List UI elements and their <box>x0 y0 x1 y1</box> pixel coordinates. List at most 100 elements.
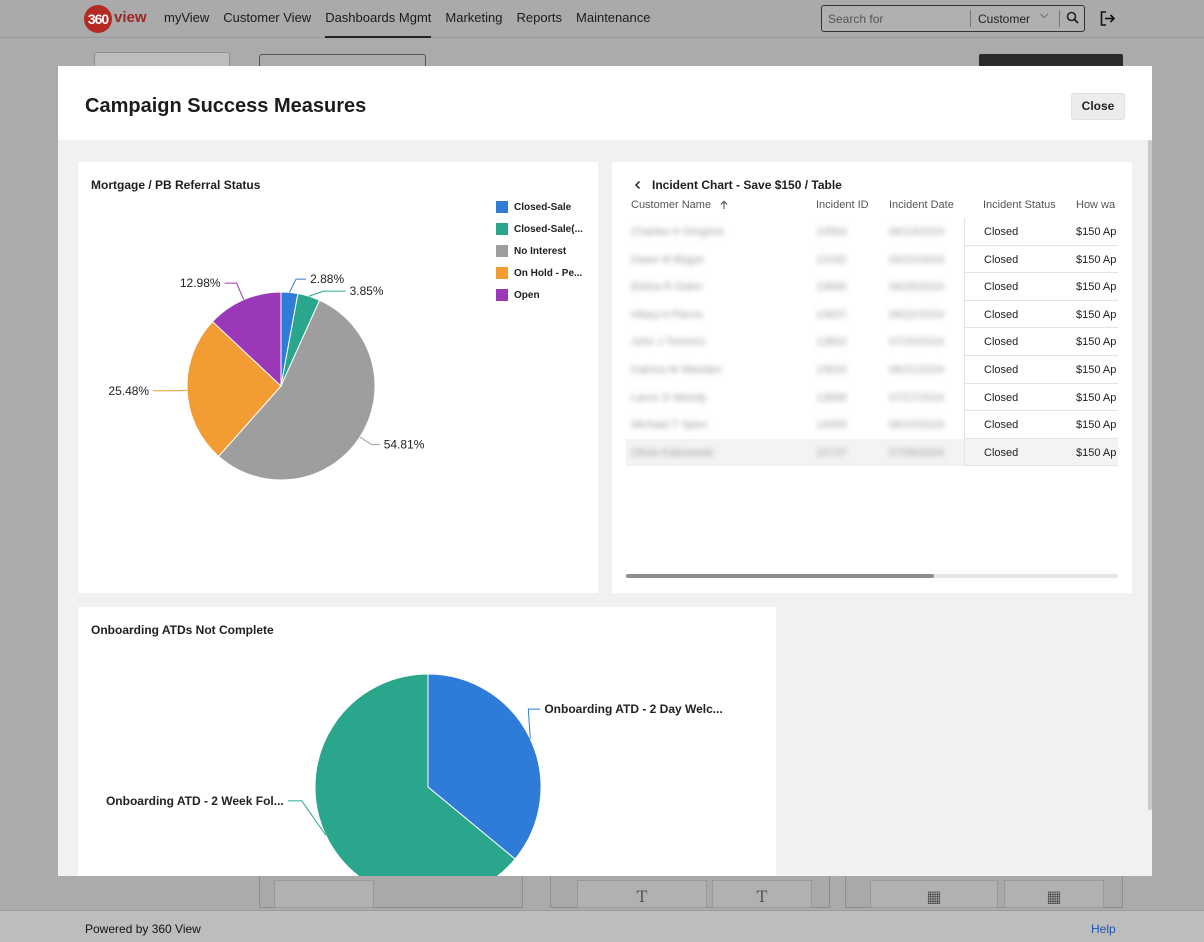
table-cell-date: 07/20/2024 <box>889 336 945 349</box>
legend-item[interactable]: Closed-Sale(... <box>496 218 583 240</box>
table-cell-date: 06/29/2024 <box>889 281 945 294</box>
slice-label: Onboarding ATD - 2 Day Welc... <box>544 702 722 716</box>
table-row[interactable]: Olivia Kalinowski 13737 07/06/2024 Closed $1… <box>626 438 1118 467</box>
close-button[interactable]: Close <box>1071 93 1125 120</box>
card-title: Onboarding ATDs Not Complete <box>91 623 274 637</box>
column-header[interactable]: Customer Name <box>631 199 729 211</box>
table-cell-how: $150 Ap <box>1076 336 1117 349</box>
sort-ascending-icon[interactable] <box>719 200 729 210</box>
global-search[interactable]: Search for Customer ⌵ <box>821 5 1085 32</box>
table-row[interactable]: Dawn M Bagot 13182 04/22/2024 Closed $150 Ap <box>626 245 1118 274</box>
pie-slice[interactable] <box>314 673 516 876</box>
column-divider <box>964 273 965 301</box>
row-divider <box>964 299 1118 301</box>
incident-table-card: Incident Chart - Save $150 / Table Custo… <box>612 162 1132 593</box>
table-cell-date: 06/21/2024 <box>889 363 945 376</box>
nav-item-customer-view[interactable]: Customer View <box>223 10 312 25</box>
search-input[interactable]: Search for <box>828 12 884 26</box>
table-row[interactable]: John J Tortorici 13802 07/20/2024 Closed $15… <box>626 328 1118 356</box>
row-divider <box>964 244 1118 246</box>
table-card-title[interactable]: Incident Chart - Save $150 / Table <box>633 178 842 192</box>
legend-item[interactable]: Closed-Sale <box>496 196 583 218</box>
column-divider <box>964 383 965 412</box>
table-cell-name: Elisha R Gahn <box>631 281 702 294</box>
table-cell-name: Katrina M Weeden <box>631 363 722 376</box>
table-title-text: Incident Chart - Save $150 / Table <box>652 178 842 192</box>
search-icon[interactable] <box>1065 10 1081 26</box>
nav-item-myview[interactable]: myView <box>164 10 210 25</box>
column-header[interactable]: Incident Date <box>889 199 954 211</box>
card-title: Mortgage / PB Referral Status <box>91 178 261 192</box>
row-divider <box>964 410 1118 412</box>
logo-badge: 360 <box>84 5 112 33</box>
table-cell-how: $150 Ap <box>1076 253 1117 266</box>
table-cell-status: Closed <box>984 226 1019 238</box>
table-cell-id: 13898 <box>816 391 847 404</box>
slice-label: Onboarding ATD - 2 Week Fol... <box>106 794 284 808</box>
app-logo[interactable]: 360 view <box>84 5 147 33</box>
column-header[interactable]: Incident ID <box>816 199 869 211</box>
table-row[interactable]: Elisha R Gahn 13690 06/29/2024 Closed $150 A… <box>626 273 1118 301</box>
scrollbar-thumb[interactable] <box>626 574 934 578</box>
table-row[interactable]: Michael T Spiro 14069 08/15/2024 Closed $150… <box>626 411 1118 439</box>
dashboard-preview-modal: Campaign Success Measures Close Mortgage… <box>58 66 1152 876</box>
table-cell-id: 13637 <box>816 308 847 321</box>
nav-item-marketing[interactable]: Marketing <box>445 10 503 25</box>
table-cell-date: 07/27/2024 <box>889 391 945 404</box>
table-header-row: Customer Name Incident ID Incident Date Inc… <box>626 194 1118 218</box>
column-header-label: Incident ID <box>816 199 869 211</box>
table-cell-how: $150 Ap <box>1076 226 1117 238</box>
legend-label: No Interest <box>514 245 567 257</box>
table-cell-status: Closed <box>984 336 1019 349</box>
back-chevron-icon[interactable] <box>633 180 643 190</box>
table-cell-id: 13690 <box>816 281 847 294</box>
legend-swatch <box>496 201 508 213</box>
incident-table-body: Customer Name Incident ID Incident Date Inc… <box>626 194 1118 467</box>
table-cell-name: Laron S Woody <box>631 391 707 404</box>
table-cell-id: 13737 <box>816 446 847 459</box>
pie-slice[interactable] <box>186 320 282 458</box>
chevron-down-icon[interactable]: ⌵ <box>1040 9 1049 21</box>
legend-item[interactable]: No Interest <box>496 240 583 262</box>
nav-item-maintenance[interactable]: Maintenance <box>576 10 651 25</box>
grid-widget-icon: ▦ <box>870 880 998 908</box>
table-cell-date: 06/22/2024 <box>889 308 945 321</box>
table-cell-name: Charles H Gingrich <box>631 226 724 238</box>
table-cell-id: 13182 <box>816 253 847 266</box>
column-header-label: Incident Date <box>889 199 954 211</box>
nav-item-reports[interactable]: Reports <box>516 10 563 25</box>
table-row[interactable]: Hilary A Pierce 13637 06/22/2024 Closed $150… <box>626 300 1118 329</box>
modal-scrollbar[interactable] <box>1148 140 1152 810</box>
pie-slice[interactable] <box>211 291 282 388</box>
search-divider <box>970 10 971 27</box>
legend-item[interactable]: Open <box>496 284 583 306</box>
legend-swatch <box>496 267 508 279</box>
column-divider <box>964 411 965 439</box>
top-navbar: 360 view myView Customer View Dashboards M… <box>0 0 1204 38</box>
logout-icon[interactable] <box>1099 10 1116 27</box>
table-row[interactable]: Charles H Gingrich 13564 06/13/2024 Closed $… <box>626 218 1118 246</box>
logo-word: view <box>114 9 147 26</box>
referral-status-card: Mortgage / PB Referral Status 2.88% 3.85%… <box>78 162 598 593</box>
grid-widget-icon: ▦ <box>1004 880 1104 908</box>
text-widget-icon: T <box>577 880 707 908</box>
search-scope-select[interactable]: Customer <box>978 12 1031 26</box>
column-header[interactable]: How wa <box>1076 199 1115 211</box>
table-cell-date: 07/06/2024 <box>889 446 945 459</box>
table-horizontal-scrollbar[interactable] <box>626 574 1118 578</box>
onboarding-card: Onboarding ATDs Not Complete Onboarding … <box>78 607 776 876</box>
slice-label: 25.48% <box>108 384 149 398</box>
referral-status-pie-chart: 2.88% 3.85% 54.81% 25.48% 12.98% <box>108 272 425 481</box>
column-divider <box>964 355 965 384</box>
help-link[interactable]: Help <box>1091 922 1116 936</box>
label-leader-line <box>527 708 541 739</box>
incident-table: Customer Name Incident ID Incident Date Inc… <box>626 194 1118 574</box>
pie-slice[interactable] <box>427 673 542 860</box>
table-row[interactable]: Laron S Woody 13898 07/27/2024 Closed $150 A… <box>626 383 1118 412</box>
pie-slice[interactable] <box>217 299 376 481</box>
legend-item[interactable]: On Hold - Pe... <box>496 262 583 284</box>
table-row[interactable]: Katrina M Weeden 13616 06/21/2024 Closed $15… <box>626 355 1118 384</box>
nav-item-dashboards-mgmt[interactable]: Dashboards Mgmt <box>325 0 432 38</box>
slice-label: 3.85% <box>350 284 384 298</box>
column-header[interactable]: Incident Status <box>983 199 1056 211</box>
